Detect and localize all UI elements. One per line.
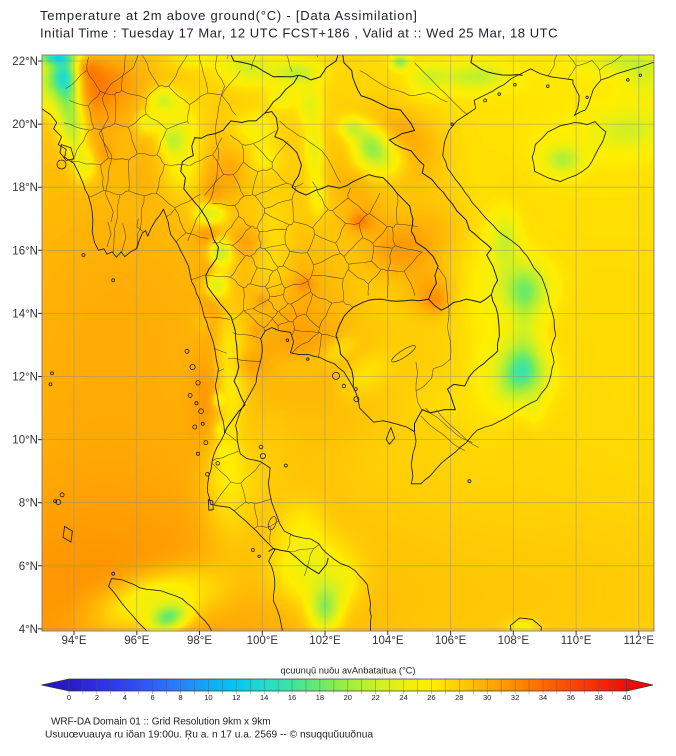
svg-text:10: 10 xyxy=(204,693,212,702)
svg-text:40: 40 xyxy=(622,693,630,702)
svg-text:98°E: 98°E xyxy=(187,635,212,647)
svg-text:8°N: 8°N xyxy=(19,498,38,510)
svg-text:108°E: 108°E xyxy=(498,635,530,647)
svg-text:20°N: 20°N xyxy=(12,119,38,131)
svg-text:30: 30 xyxy=(483,693,491,702)
svg-text:14°N: 14°N xyxy=(12,308,38,320)
svg-text:18: 18 xyxy=(316,693,324,702)
svg-text:102°E: 102°E xyxy=(309,635,341,647)
svg-text:0: 0 xyxy=(67,693,71,702)
svg-text:12: 12 xyxy=(232,693,240,702)
svg-text:26: 26 xyxy=(427,693,435,702)
svg-text:Temperature at 2m above ground: Temperature at 2m above ground(°C) - [Da… xyxy=(40,8,418,23)
svg-text:18°N: 18°N xyxy=(12,182,38,194)
svg-text:4°N: 4°N xyxy=(19,624,38,636)
svg-text:20: 20 xyxy=(344,693,352,702)
svg-text:24: 24 xyxy=(399,693,407,702)
svg-text:28: 28 xyxy=(455,693,463,702)
svg-text:16°N: 16°N xyxy=(12,245,38,257)
svg-text:10°N: 10°N xyxy=(12,435,38,447)
svg-text:Usuuœvuauya ru iŏan 19:00u. Ŗu: Usuuœvuauya ru iŏan 19:00u. Ŗu a. n 17 u… xyxy=(45,730,373,741)
svg-text:22°N: 22°N xyxy=(12,56,38,68)
svg-text:34: 34 xyxy=(539,693,547,702)
svg-text:14: 14 xyxy=(260,693,268,702)
svg-text:32: 32 xyxy=(511,693,519,702)
svg-text:96°E: 96°E xyxy=(124,635,149,647)
svg-text:36: 36 xyxy=(567,693,575,702)
svg-text:12°N: 12°N xyxy=(12,372,38,384)
svg-text:6°N: 6°N xyxy=(19,561,38,573)
svg-text:100°E: 100°E xyxy=(247,635,279,647)
svg-text:110°E: 110°E xyxy=(561,635,592,647)
svg-text:Initial Time : Tuesday 17 Mar,: Initial Time : Tuesday 17 Mar, 12 UTC FC… xyxy=(40,26,558,41)
svg-text:94°E: 94°E xyxy=(61,635,86,647)
svg-text:8: 8 xyxy=(178,693,182,702)
svg-text:4: 4 xyxy=(123,693,127,702)
svg-text:2: 2 xyxy=(95,693,99,702)
svg-text:6: 6 xyxy=(151,693,155,702)
svg-text:22: 22 xyxy=(372,693,380,702)
svg-text:16: 16 xyxy=(288,693,296,702)
svg-text:WRF-DA Domain 01 :: Grid Resol: WRF-DA Domain 01 :: Grid Resolution 9km … xyxy=(51,717,270,728)
svg-text:qcuunųū nuōu avAnbataitua (°C): qcuunųū nuōu avAnbataitua (°C) xyxy=(280,666,415,676)
svg-text:106°E: 106°E xyxy=(435,635,467,647)
svg-text:112°E: 112°E xyxy=(623,635,654,647)
svg-text:104°E: 104°E xyxy=(372,635,404,647)
svg-text:38: 38 xyxy=(595,693,603,702)
